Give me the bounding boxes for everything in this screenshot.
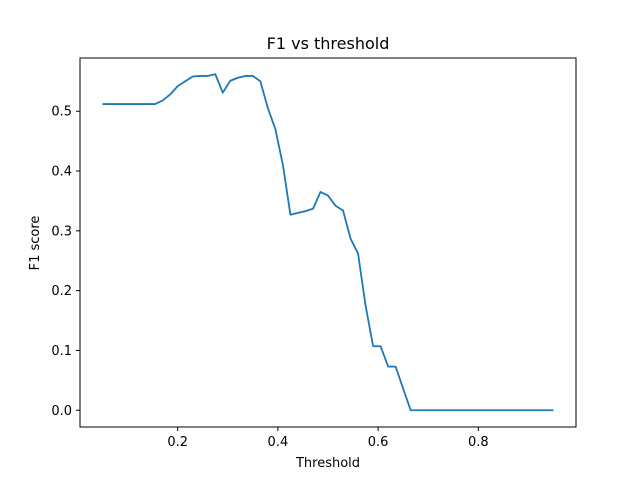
y-axis-label: F1 score	[28, 216, 43, 271]
series-line	[102, 73, 554, 412]
y-tick-label: 0.3	[51, 224, 72, 239]
plot-area	[102, 73, 554, 412]
y-tick-label: 0.4	[51, 165, 72, 180]
axes-frame	[79, 57, 577, 428]
y-tick-label: 0.0	[51, 404, 72, 419]
x-tick-label: 0.6	[368, 435, 389, 450]
chart-title: F1 vs threshold	[267, 34, 390, 53]
x-tick-label: 0.2	[167, 435, 188, 450]
x-tick-label: 0.4	[268, 435, 289, 450]
x-axis-label: Threshold	[295, 456, 360, 471]
y-tick-label: 0.1	[51, 344, 72, 359]
x-tick-label: 0.8	[468, 435, 489, 450]
axis-ticks: 0.2 0.4 0.6 0.8 0.0 0.1 0.2 0.3 0.4 0.5	[51, 57, 577, 450]
y-tick-label: 0.2	[51, 284, 72, 299]
y-tick-label: 0.5	[51, 105, 72, 120]
